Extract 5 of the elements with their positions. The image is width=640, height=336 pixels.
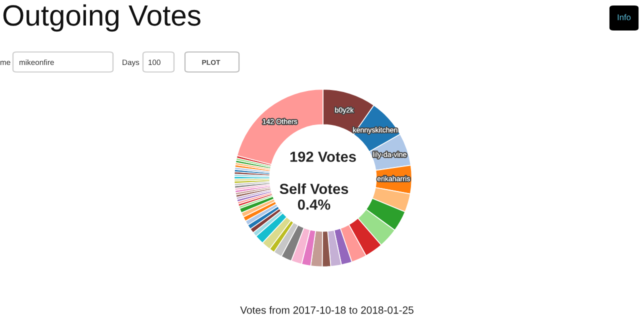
text: Votes from 2017-10-18 to 2018-01-25 [240, 306, 414, 314]
chart-title: Outgoing Votes [3, 4, 200, 32]
text: Info [618, 14, 631, 20]
text: Self Votes 0.4% [280, 183, 348, 210]
text: 192 Votes [290, 152, 356, 162]
